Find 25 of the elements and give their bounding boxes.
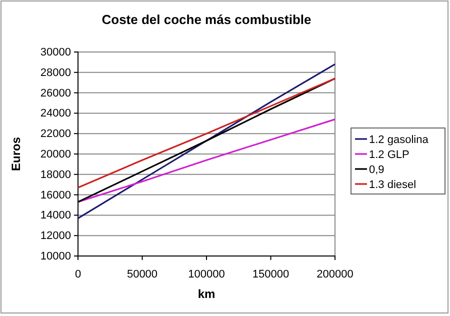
y-tick-label: 14000 bbox=[40, 210, 71, 222]
y-tick-label: 24000 bbox=[40, 108, 71, 120]
legend-label: 0,9 bbox=[369, 164, 384, 176]
line-series bbox=[77, 63, 336, 220]
x-tick-label: 50000 bbox=[126, 268, 158, 280]
x-tick-label: 150000 bbox=[252, 268, 290, 280]
y-tick-label: 18000 bbox=[40, 168, 71, 181]
y-tick-label: 26000 bbox=[40, 87, 71, 100]
y-axis-title: Euros bbox=[9, 136, 23, 172]
y-tick-label: 30000 bbox=[40, 46, 71, 59]
y-tick-label: 20000 bbox=[40, 148, 71, 161]
y-tick-label: 16000 bbox=[40, 189, 71, 202]
x-tick-label: 0 bbox=[74, 268, 82, 280]
x-tick-label: 100000 bbox=[188, 268, 225, 280]
x-tick-label: 200000 bbox=[316, 268, 354, 280]
y-tick-label: 28000 bbox=[40, 66, 71, 79]
y-tick-label: 12000 bbox=[40, 230, 71, 242]
legend-label: 1.2 gasolina bbox=[369, 134, 430, 146]
legend-label: 1.3 diesel bbox=[369, 179, 416, 191]
chart-title: Coste del coche más combustible bbox=[102, 12, 312, 27]
y-tick-label: 22000 bbox=[40, 128, 71, 140]
x-axis-title: km bbox=[198, 287, 216, 301]
legend-label: 1.2 GLP bbox=[369, 149, 410, 161]
line-series bbox=[77, 118, 336, 203]
y-tick-label: 10000 bbox=[40, 250, 71, 263]
